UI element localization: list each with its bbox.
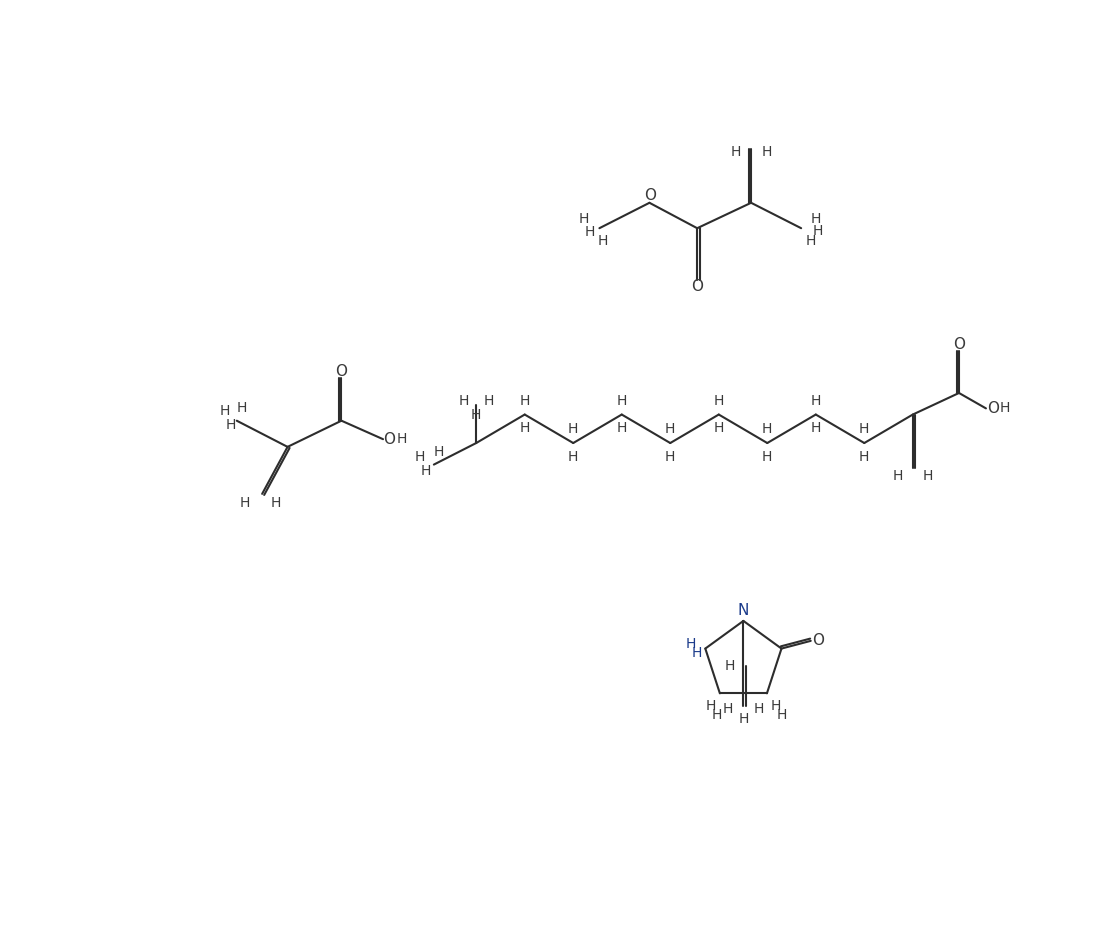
Text: H: H (236, 402, 246, 415)
Text: O: O (336, 364, 347, 379)
Text: H: H (999, 402, 1009, 415)
Text: H: H (762, 450, 773, 464)
Text: H: H (738, 712, 748, 726)
Text: H: H (812, 224, 822, 237)
Text: H: H (520, 394, 530, 407)
Text: H: H (859, 450, 869, 464)
Text: O: O (383, 431, 395, 446)
Text: H: H (762, 422, 773, 436)
Text: H: H (811, 394, 821, 407)
Text: H: H (811, 422, 821, 435)
Text: H: H (805, 233, 815, 248)
Text: H: H (579, 212, 589, 226)
Text: H: H (396, 432, 407, 446)
Text: H: H (616, 394, 627, 407)
Text: H: H (923, 469, 933, 484)
Text: H: H (220, 405, 230, 419)
Text: H: H (240, 496, 251, 510)
Text: H: H (271, 496, 281, 510)
Text: H: H (713, 422, 724, 435)
Text: H: H (777, 708, 787, 722)
Text: H: H (433, 446, 444, 459)
Text: H: H (706, 699, 716, 713)
Text: H: H (771, 699, 781, 713)
Text: H: H (665, 450, 675, 464)
Text: H: H (730, 145, 741, 159)
Text: H: H (692, 646, 702, 660)
Text: H: H (585, 225, 595, 239)
Text: O: O (987, 401, 999, 416)
Text: H: H (568, 450, 578, 464)
Text: H: H (421, 464, 431, 478)
Text: H: H (713, 394, 724, 407)
Text: H: H (722, 703, 734, 717)
Text: H: H (484, 394, 494, 407)
Text: N: N (738, 604, 749, 619)
Text: H: H (597, 233, 608, 248)
Text: H: H (459, 394, 469, 407)
Text: O: O (644, 188, 656, 204)
Text: H: H (520, 422, 530, 435)
Text: H: H (811, 212, 821, 226)
Text: H: H (754, 703, 764, 717)
Text: H: H (762, 145, 772, 159)
Text: H: H (685, 637, 696, 651)
Text: H: H (616, 422, 627, 435)
Text: O: O (953, 337, 965, 352)
Text: H: H (893, 469, 903, 484)
Text: O: O (691, 279, 703, 294)
Text: H: H (712, 708, 722, 722)
Text: H: H (414, 450, 426, 464)
Text: H: H (665, 422, 675, 436)
Text: H: H (472, 407, 482, 422)
Text: O: O (812, 633, 824, 648)
Text: H: H (225, 418, 236, 432)
Text: H: H (859, 422, 869, 436)
Text: H: H (568, 422, 578, 436)
Text: H: H (725, 659, 735, 672)
